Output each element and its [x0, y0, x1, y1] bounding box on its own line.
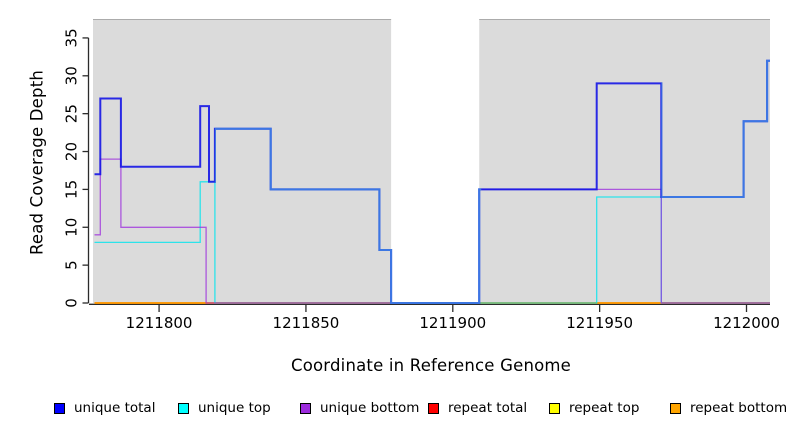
x-tick-label: 1211800	[126, 314, 193, 332]
legend-label: unique bottom	[320, 400, 420, 416]
y-tick-label: 35	[63, 28, 81, 47]
x-axis-label: Coordinate in Reference Genome	[290, 356, 572, 375]
legend-label: unique top	[198, 400, 271, 416]
y-axis-label: Read Coverage Depth	[27, 69, 47, 256]
y-tick-label: 30	[63, 66, 81, 85]
repeat-top-swatch-icon	[549, 402, 560, 414]
x-tick-label: 1211850	[273, 314, 340, 332]
repeat-total-swatch-icon	[428, 402, 439, 414]
repeat-bottom-swatch-icon	[670, 402, 681, 414]
chart-panel	[479, 19, 770, 303]
legend-label: repeat bottom	[690, 400, 788, 416]
legend-item-repeat-total: repeat total	[428, 398, 527, 418]
x-tick-label: 1212000	[713, 314, 780, 332]
x-tick-label: 1211900	[419, 314, 486, 332]
y-tick-label: 20	[63, 142, 81, 161]
legend-label: repeat top	[569, 400, 640, 416]
legend: unique total unique top unique bottom re…	[0, 398, 792, 420]
legend-item-unique-bottom: unique bottom	[300, 398, 419, 418]
legend-label: unique total	[74, 400, 156, 416]
y-tick-label: 0	[63, 298, 81, 308]
series-unique-total-alt	[214, 59, 770, 304]
y-tick-label: 5	[63, 260, 81, 270]
legend-item-unique-total: unique total	[54, 398, 155, 418]
legend-label: repeat total	[448, 400, 528, 416]
chart-panel	[93, 19, 392, 303]
y-tick-label: 25	[63, 104, 81, 123]
chart-svg: 0 5 10 15 20 25 30 35 1211800 1211850 1211900 12119…	[63, 19, 780, 332]
unique-total-swatch-icon	[54, 402, 65, 414]
legend-item-repeat-bottom: repeat bottom	[670, 398, 787, 418]
unique-bottom-swatch-icon	[300, 402, 311, 414]
x-tick-label: 1211950	[566, 314, 633, 332]
y-tick-label: 15	[63, 180, 81, 199]
legend-item-unique-top: unique top	[178, 398, 271, 418]
unique-top-swatch-icon	[178, 402, 189, 414]
chart-canvas: 0 5 10 15 20 25 30 35 1211800 1211850 1211900 12119…	[63, 19, 780, 332]
legend-item-repeat-top: repeat top	[549, 398, 639, 418]
y-tick-label: 10	[63, 218, 81, 237]
